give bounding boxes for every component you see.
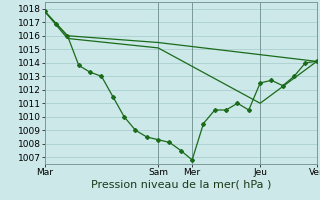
X-axis label: Pression niveau de la mer( hPa ): Pression niveau de la mer( hPa ): [91, 180, 271, 190]
